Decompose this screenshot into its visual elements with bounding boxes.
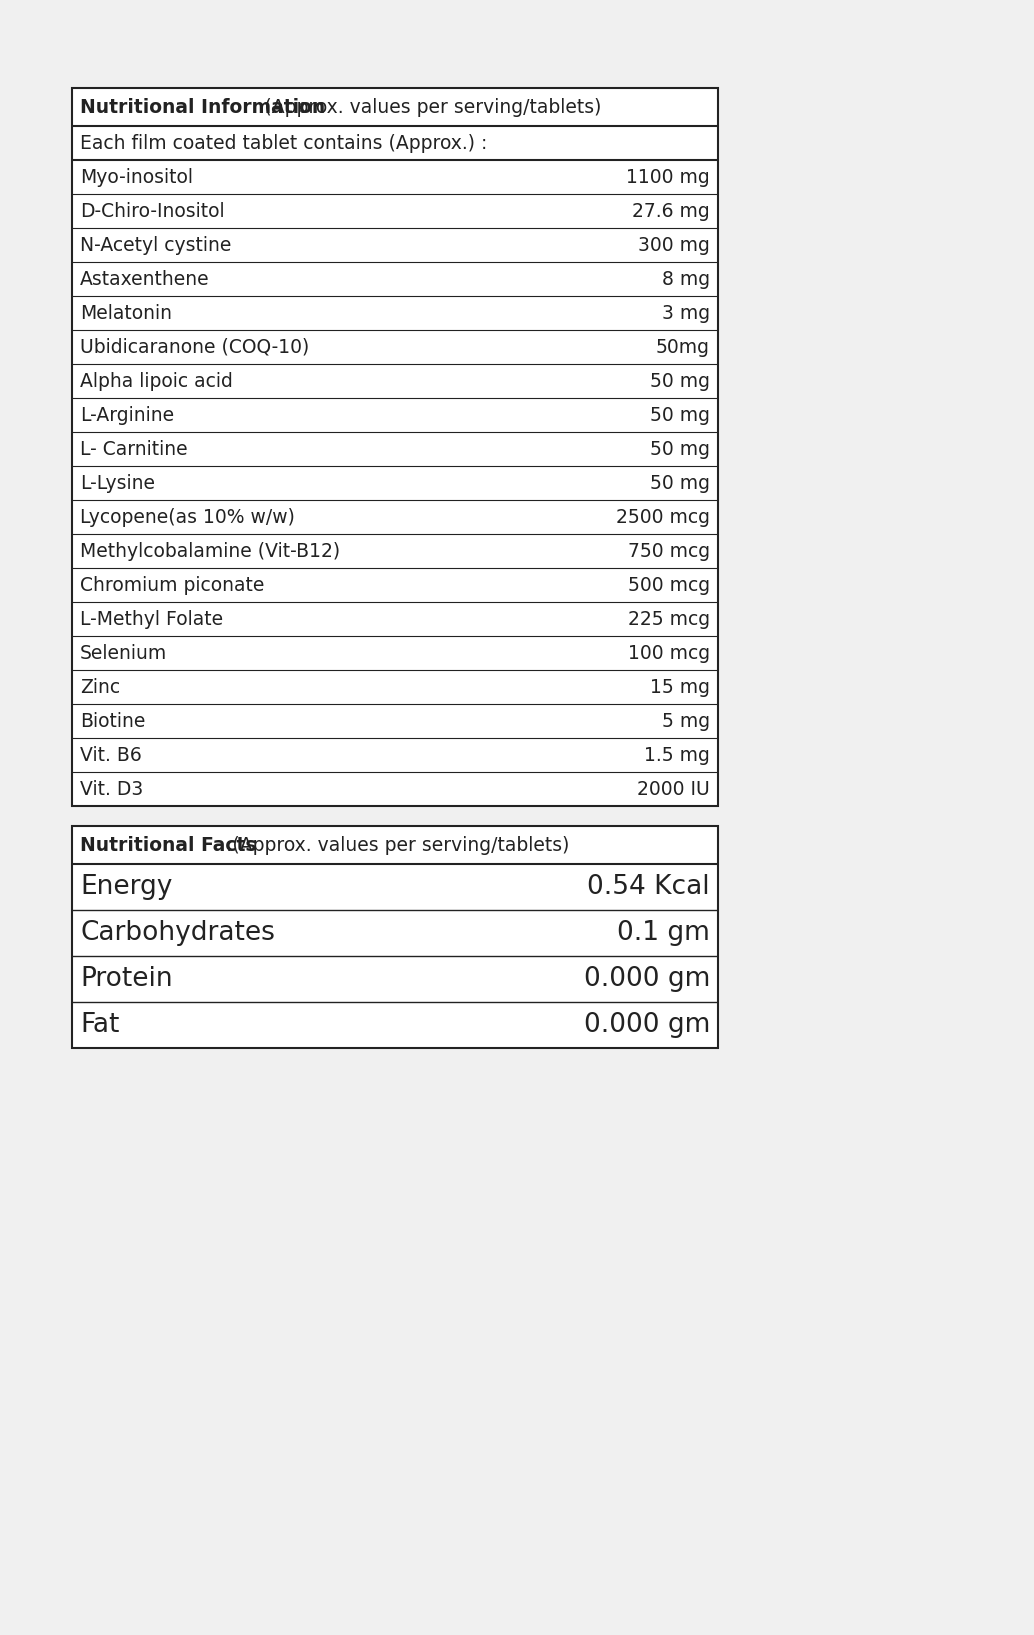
Text: 3 mg: 3 mg: [662, 304, 710, 322]
Text: 50 mg: 50 mg: [650, 474, 710, 492]
Text: Ubidicaranone (COQ-10): Ubidicaranone (COQ-10): [80, 337, 309, 356]
Text: Alpha lipoic acid: Alpha lipoic acid: [80, 371, 233, 391]
Text: 50 mg: 50 mg: [650, 405, 710, 425]
Text: 2000 IU: 2000 IU: [637, 780, 710, 798]
Text: N-Acetyl cystine: N-Acetyl cystine: [80, 235, 232, 255]
Text: 1.5 mg: 1.5 mg: [644, 746, 710, 765]
Text: 5 mg: 5 mg: [662, 711, 710, 731]
Text: 0.1 gm: 0.1 gm: [617, 921, 710, 947]
Text: Vit. B6: Vit. B6: [80, 746, 142, 765]
Text: Protein: Protein: [80, 966, 173, 992]
Text: 1100 mg: 1100 mg: [627, 167, 710, 186]
Text: 15 mg: 15 mg: [650, 677, 710, 697]
Text: Fat: Fat: [80, 1012, 119, 1038]
Text: Melatonin: Melatonin: [80, 304, 172, 322]
Text: Nutritional Information: Nutritional Information: [80, 98, 326, 116]
Text: Selenium: Selenium: [80, 644, 168, 662]
Text: Chromium piconate: Chromium piconate: [80, 576, 265, 595]
Text: L- Carnitine: L- Carnitine: [80, 440, 187, 458]
Text: Astaxenthene: Astaxenthene: [80, 270, 210, 288]
Text: L-Methyl Folate: L-Methyl Folate: [80, 610, 223, 628]
Text: Carbohydrates: Carbohydrates: [80, 921, 275, 947]
Text: 0.000 gm: 0.000 gm: [583, 1012, 710, 1038]
Text: 500 mcg: 500 mcg: [628, 576, 710, 595]
Text: 750 mcg: 750 mcg: [628, 541, 710, 561]
Text: 0.54 Kcal: 0.54 Kcal: [587, 875, 710, 899]
Bar: [72, 88, 718, 806]
Text: L-Lysine: L-Lysine: [80, 474, 155, 492]
Text: L-Arginine: L-Arginine: [80, 405, 174, 425]
Text: Each film coated tablet contains (Approx.) :: Each film coated tablet contains (Approx…: [80, 134, 487, 152]
Text: 2500 mcg: 2500 mcg: [616, 507, 710, 526]
Text: 100 mcg: 100 mcg: [628, 644, 710, 662]
Text: :(Approx. values per serving/tablets): :(Approx. values per serving/tablets): [220, 835, 570, 855]
Text: Biotine: Biotine: [80, 711, 146, 731]
Bar: [72, 826, 718, 1048]
Text: Nutritional Facts: Nutritional Facts: [80, 835, 256, 855]
Text: D-Chiro-Inositol: D-Chiro-Inositol: [80, 201, 224, 221]
Text: Methylcobalamine (Vit-B12): Methylcobalamine (Vit-B12): [80, 541, 340, 561]
Text: :(Approx. values per serving/tablets): :(Approx. values per serving/tablets): [252, 98, 602, 116]
Text: Myo-inositol: Myo-inositol: [80, 167, 193, 186]
Text: Vit. D3: Vit. D3: [80, 780, 144, 798]
Text: 50 mg: 50 mg: [650, 440, 710, 458]
Text: Energy: Energy: [80, 875, 173, 899]
Text: 50mg: 50mg: [656, 337, 710, 356]
Text: 50 mg: 50 mg: [650, 371, 710, 391]
Text: Lycopene(as 10% w/w): Lycopene(as 10% w/w): [80, 507, 295, 526]
Text: 27.6 mg: 27.6 mg: [632, 201, 710, 221]
Text: 0.000 gm: 0.000 gm: [583, 966, 710, 992]
Text: 8 mg: 8 mg: [662, 270, 710, 288]
Text: 300 mg: 300 mg: [638, 235, 710, 255]
Text: 225 mcg: 225 mcg: [628, 610, 710, 628]
Text: Zinc: Zinc: [80, 677, 120, 697]
